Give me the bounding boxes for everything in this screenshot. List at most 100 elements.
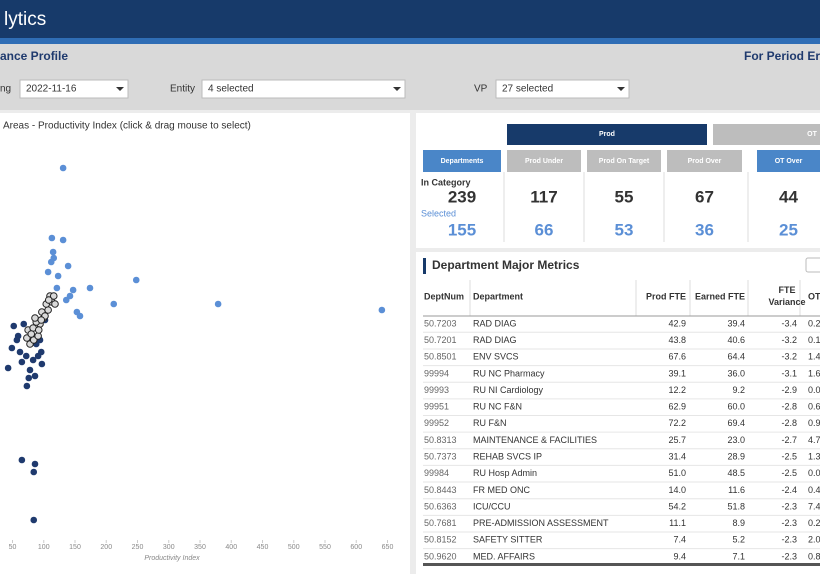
point[interactable] [86,284,94,292]
cell: 11.6 [728,485,745,495]
tab-active[interactable] [507,124,707,145]
point[interactable] [30,516,38,524]
point[interactable] [22,352,30,360]
point[interactable] [30,468,38,476]
header-bar [0,0,820,38]
point[interactable] [66,292,74,300]
point[interactable] [53,284,61,292]
cell: 0.1 [808,335,820,345]
selected-count: 25 [779,220,798,239]
point[interactable] [31,314,39,322]
point[interactable] [13,336,21,344]
point[interactable] [8,344,16,352]
section-marker [423,258,426,274]
point[interactable] [49,292,58,300]
point[interactable] [48,234,56,242]
cell: -2.5 [781,468,797,478]
cell: 0.6 [808,402,820,412]
point[interactable] [69,286,77,294]
cell: REHAB SVCS IP [473,451,542,461]
point[interactable] [23,382,31,390]
cell: 1.4 [808,352,820,362]
cell: 50.9620 [424,551,457,561]
point[interactable] [76,312,84,320]
toolbar [0,44,820,110]
page-title: ance Profile [0,49,68,63]
button-label: Departments [441,158,484,165]
point[interactable] [59,236,67,244]
point[interactable] [27,330,36,338]
cell: 36.0 [727,368,745,378]
filter-button[interactable] [667,150,742,172]
filter-button[interactable] [423,150,501,172]
cell: 50.8443 [424,485,457,495]
dropdown[interactable] [201,79,406,99]
point[interactable] [214,300,222,308]
point[interactable] [110,300,118,308]
cell: -3.4 [781,318,797,328]
point[interactable] [37,316,46,324]
x-tick-label: 600 [350,544,362,551]
header-strip [0,38,820,44]
point[interactable] [51,300,59,308]
column-header: Prod FTE [646,291,686,301]
category-count: 67 [695,187,714,206]
cell: -2.5 [781,451,797,461]
checkbox[interactable] [805,257,820,273]
point[interactable] [49,248,57,256]
filter-label: VP [474,84,488,95]
point[interactable] [10,322,18,330]
cell: 50.7201 [424,335,457,345]
point[interactable] [44,296,53,304]
table-panel [416,252,820,574]
x-tick-label: 300 [163,544,175,551]
x-tick-label: 50 [9,544,17,551]
cell: 99984 [424,468,449,478]
tab[interactable] [713,124,820,145]
point[interactable] [18,358,26,366]
point[interactable] [26,366,34,374]
filter-button[interactable] [507,150,581,172]
cell: RAD DIAG [473,318,517,328]
filter-button[interactable] [757,150,820,172]
point[interactable] [20,320,28,328]
point[interactable] [16,348,24,356]
cell: 39.4 [727,318,745,328]
cell: RU NC Pharmacy [473,368,545,378]
point[interactable] [25,374,33,382]
cell: -3.2 [781,352,797,362]
point[interactable] [38,360,46,368]
point[interactable] [64,262,72,270]
cell: 50.8501 [424,352,457,362]
cell: 0.0 [808,385,820,395]
point[interactable] [37,348,45,356]
cell: 50.7373 [424,451,457,461]
point[interactable] [18,456,26,464]
x-tick-label: 650 [382,544,394,551]
point[interactable] [59,164,67,172]
filter-button[interactable] [587,150,661,172]
point[interactable] [4,364,12,372]
cell: 43.8 [668,335,686,345]
point[interactable] [378,306,386,314]
cell: 67.6 [668,352,686,362]
plot[interactable]: 50 100 150 200 250 300 350 400 450 500 550 600 650 [4,164,394,551]
point[interactable] [34,326,43,334]
point[interactable] [31,460,39,468]
point[interactable] [44,268,52,276]
button-label: Prod Under [525,158,563,165]
point[interactable] [29,356,37,364]
cell: 25.7 [668,435,686,445]
cell: -2.3 [781,518,797,528]
button-label: OT Over [775,158,803,165]
scrollbar[interactable] [423,563,820,566]
point[interactable] [47,258,55,266]
dropdown[interactable] [19,79,129,99]
filter-label: ng [0,84,11,95]
point[interactable] [132,276,140,284]
point[interactable] [54,272,62,280]
dropdown[interactable] [495,79,630,99]
x-tick-label: 100 [38,544,50,551]
point[interactable] [31,372,39,380]
